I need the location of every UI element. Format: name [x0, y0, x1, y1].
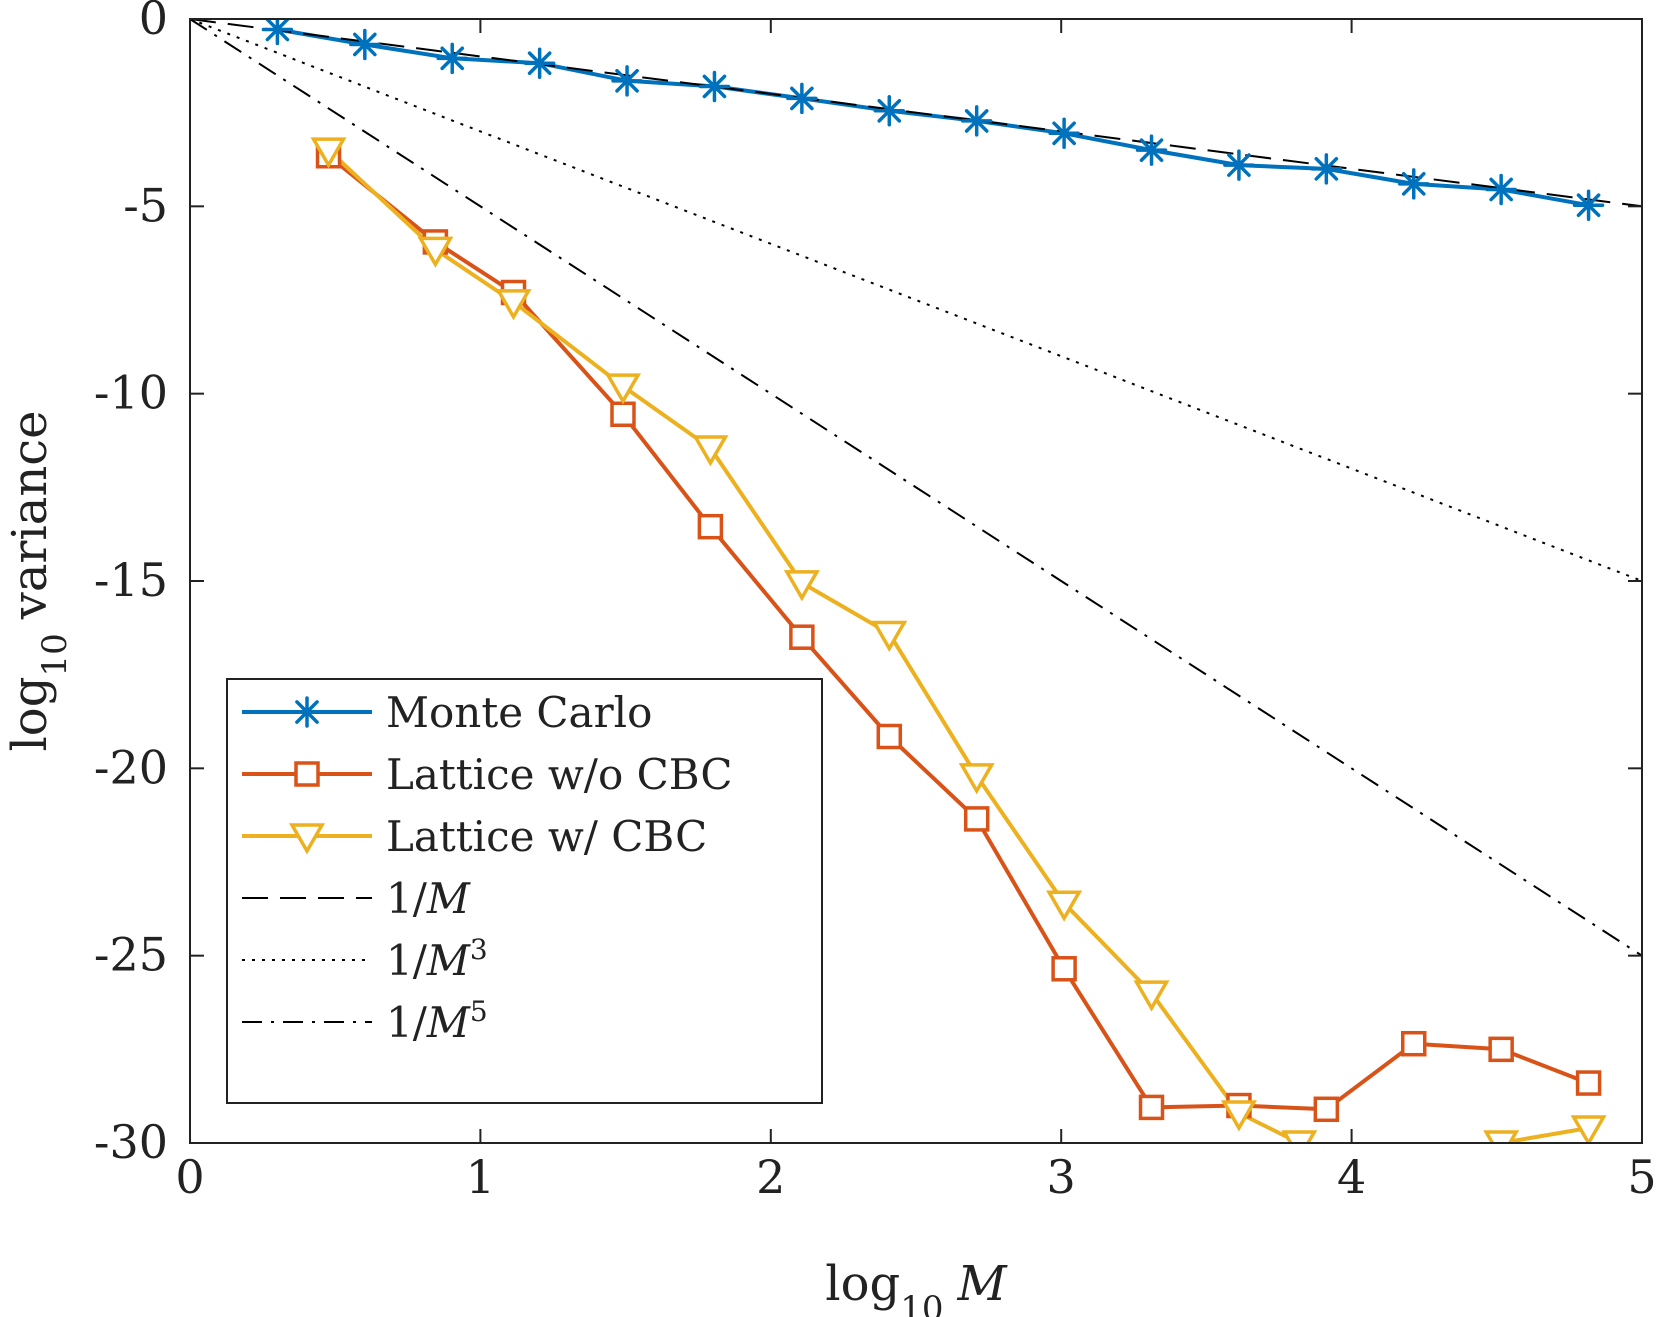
- data-point-lattice-w-o-cbc: [1138, 1094, 1165, 1121]
- legend-entry-lattice-w-cbc: Lattice w/ CBC: [242, 812, 707, 861]
- data-point-monte-carlo: [786, 82, 818, 115]
- data-point-lattice-w-cbc: [1046, 890, 1083, 922]
- legend-label-sup: 3: [470, 933, 488, 966]
- data-point-monte-carlo: [611, 65, 643, 97]
- y-tick-label: -25: [94, 928, 168, 982]
- legend-marker-lattice-w-cbc: [288, 823, 326, 855]
- legend-label-var: M: [426, 998, 471, 1047]
- data-point-monte-carlo: [436, 42, 468, 75]
- legend-entry-1-m: 1/M: [242, 874, 471, 923]
- data-point-monte-carlo: [1310, 153, 1343, 185]
- data-point-lattice-w-cbc: [783, 570, 820, 602]
- data-point-monte-carlo: [1485, 173, 1517, 206]
- data-point-lattice-w-cbc: [1570, 1115, 1607, 1143]
- data-point-monte-carlo: [1135, 134, 1168, 166]
- data-point-monte-carlo: [873, 95, 906, 127]
- data-point-lattice-w-cbc: [871, 620, 908, 652]
- y-tick-label: 0: [139, 0, 168, 45]
- x-tick-label: 4: [1337, 1150, 1366, 1204]
- data-point-lattice-w-o-cbc: [1313, 1096, 1340, 1123]
- data-point-lattice-w-cbc: [1220, 1100, 1257, 1132]
- legend-marker-lattice-w-o-cbc: [294, 761, 320, 787]
- data-point-monte-carlo: [698, 70, 731, 103]
- legend-label-lattice-w-o-cbc: Lattice w/o CBC: [386, 750, 733, 799]
- y-tick-label: -5: [123, 178, 168, 232]
- data-point-lattice-w-o-cbc: [610, 401, 636, 428]
- data-point-lattice-w-o-cbc: [697, 513, 724, 540]
- series-line-monte-carlo: [277, 27, 1589, 208]
- legend-label-var: M: [426, 874, 471, 923]
- data-point-monte-carlo: [960, 105, 993, 137]
- data-point-lattice-w-o-cbc: [963, 806, 990, 832]
- y-axis-label-rest: variance: [2, 410, 58, 620]
- legend-label-1-m-3: 1/M3: [386, 933, 488, 986]
- x-tick-label: 5: [1627, 1150, 1656, 1204]
- legend-label-lattice-w-cbc: Lattice w/ CBC: [386, 812, 707, 861]
- x-tick-label: 0: [175, 1150, 204, 1204]
- x-axis-label: log10 M: [825, 1256, 1008, 1317]
- axis-ticks: 0 1 2 3 4 5 0 -5 -10 -15 -20 -25 -30: [94, 0, 1657, 1204]
- data-point-lattice-w-o-cbc: [1051, 956, 1077, 982]
- data-point-monte-carlo: [1223, 149, 1255, 181]
- x-axis-label-sub: 10: [900, 1289, 943, 1317]
- data-point-lattice-w-cbc: [692, 435, 729, 467]
- y-tick-label: -15: [94, 553, 168, 607]
- legend-label-1-m: 1/M: [386, 874, 471, 923]
- marker-layer: [261, 19, 1607, 1143]
- y-axis-label-sub: 10: [35, 633, 75, 676]
- x-axis-label-var: M: [957, 1256, 1009, 1312]
- data-point-monte-carlo: [1048, 117, 1080, 150]
- y-tick-label: -30: [94, 1115, 168, 1169]
- x-tick-label: 1: [466, 1150, 495, 1204]
- data-point-monte-carlo: [349, 28, 381, 61]
- series-line-1-m: [190, 19, 1642, 208]
- y-axis-label-base: log: [2, 677, 58, 752]
- legend-marker-monte-carlo: [291, 696, 323, 728]
- data-point-lattice-w-cbc: [604, 373, 642, 405]
- data-point-monte-carlo: [1397, 168, 1430, 200]
- series-line-1-m-5: [190, 19, 1642, 957]
- y-tick-label: -10: [94, 366, 168, 420]
- data-point-lattice-w-cbc: [1281, 1130, 1318, 1143]
- legend-entry-monte-carlo: Monte Carlo: [242, 688, 652, 737]
- x-tick-label: 3: [1047, 1150, 1076, 1204]
- legend: Monte Carlo Lattice w/o CBC Lattice w/ CBC…: [226, 678, 823, 1104]
- legend-label-prefix: 1/: [386, 998, 428, 1047]
- data-point-lattice-w-o-cbc: [1575, 1070, 1602, 1096]
- legend-entry-lattice-w-o-cbc: Lattice w/o CBC: [242, 750, 733, 799]
- legend-label-monte-carlo: Monte Carlo: [386, 688, 652, 737]
- legend-box: [226, 678, 823, 1104]
- y-axis-label: log10 variance: [2, 410, 75, 751]
- x-axis-label-base: log: [825, 1256, 900, 1312]
- data-point-lattice-w-cbc: [1133, 980, 1170, 1012]
- data-point-lattice-w-o-cbc: [876, 723, 903, 750]
- legend-entry-1-m-3: 1/M3: [242, 933, 488, 986]
- data-point-lattice-w-cbc: [958, 763, 995, 795]
- data-point-monte-carlo: [261, 19, 294, 46]
- data-point-monte-carlo: [1572, 189, 1605, 221]
- legend-label-prefix: 1/: [386, 874, 428, 923]
- legend-label-prefix: 1/: [386, 936, 428, 985]
- legend-label-sup: 5: [470, 995, 488, 1028]
- y-tick-label: -20: [94, 740, 168, 794]
- data-point-lattice-w-cbc: [417, 236, 454, 268]
- data-point-monte-carlo: [523, 47, 556, 79]
- data-point-lattice-w-o-cbc: [1488, 1036, 1514, 1063]
- data-point-lattice-w-cbc: [495, 289, 532, 321]
- data-point-lattice-w-o-cbc: [1400, 1030, 1427, 1057]
- x-tick-label: 2: [756, 1150, 785, 1204]
- data-point-lattice-w-cbc: [310, 137, 347, 169]
- data-point-lattice-w-o-cbc: [789, 624, 815, 650]
- legend-items: Monte Carlo Lattice w/o CBC Lattice w/ CBC…: [242, 688, 733, 1047]
- legend-entry-1-m-5: 1/M5: [242, 995, 488, 1048]
- data-point-lattice-w-cbc: [1483, 1130, 1520, 1143]
- series-line-lattice-w-cbc-2: [1500, 1126, 1589, 1143]
- legend-label-var: M: [426, 936, 471, 985]
- legend-label-1-m-5: 1/M5: [386, 995, 488, 1048]
